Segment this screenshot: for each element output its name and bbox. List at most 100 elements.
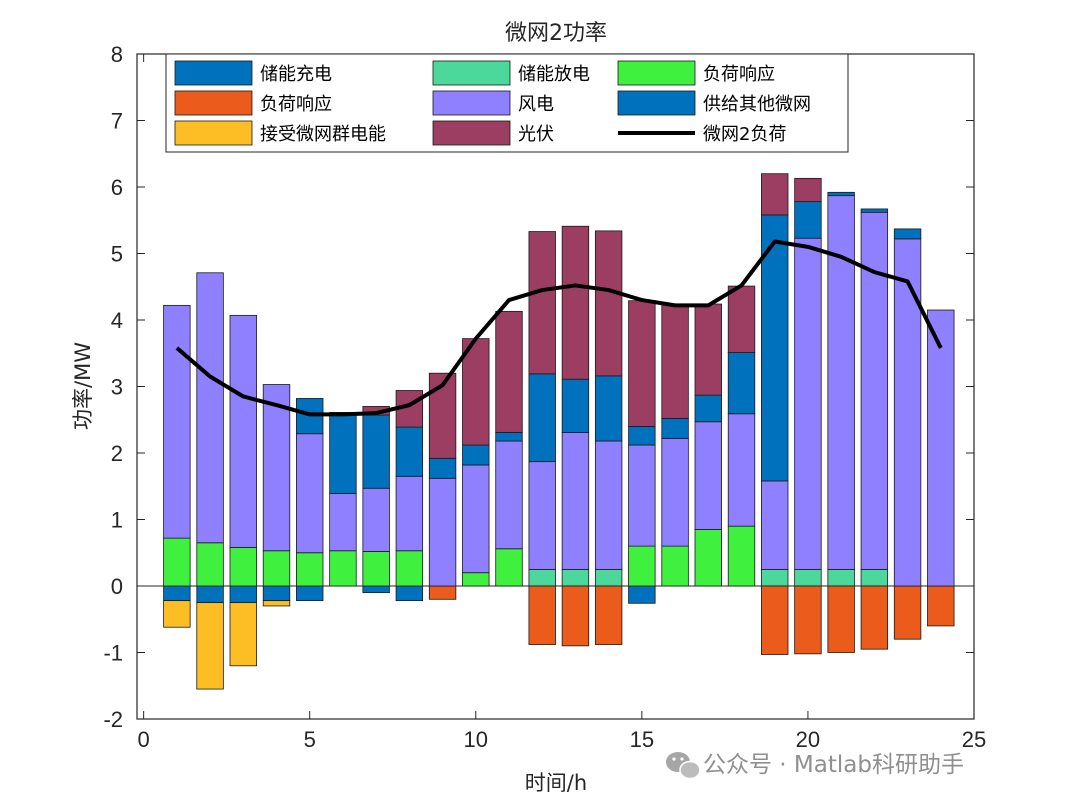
wechat-icon bbox=[666, 752, 701, 780]
bar-segment-s2-x11 bbox=[495, 548, 523, 587]
bar-segment-s7-x12 bbox=[528, 231, 556, 375]
bar-segment-s4-x24 bbox=[927, 309, 955, 587]
bar-segment-s1-x13 bbox=[561, 568, 590, 587]
bar-segment-s5-x8 bbox=[395, 426, 424, 477]
bar-segment-s4-x20 bbox=[794, 237, 822, 570]
bar-segment-s4-x14 bbox=[594, 440, 623, 570]
bar-segment-s4-x2 bbox=[196, 272, 224, 544]
bar-segment-s7-x13 bbox=[561, 225, 590, 380]
bar-segment-s1-x20 bbox=[794, 568, 822, 587]
bar-segment-s2-x17 bbox=[694, 529, 722, 587]
bar-segment-s7-x15 bbox=[628, 300, 656, 427]
load-line bbox=[175, 239, 943, 417]
bar-segment-s4-x21 bbox=[827, 195, 855, 570]
bar-segment-s2-x3 bbox=[229, 547, 257, 587]
legend-swatch bbox=[432, 90, 511, 116]
legend-label: 风电 bbox=[518, 94, 554, 115]
bar-segment-s1-x19 bbox=[761, 568, 789, 587]
legend-label: 微网2负荷 bbox=[703, 124, 786, 145]
bar-segment-s7-x19 bbox=[761, 173, 789, 216]
legend-swatch bbox=[432, 60, 511, 86]
legend-label: 储能充电 bbox=[260, 64, 332, 85]
bar-segment-s4-x19 bbox=[761, 480, 789, 570]
bar-segment-s2-x7 bbox=[362, 551, 390, 587]
y-tick-label: 8 bbox=[111, 42, 123, 67]
bar-segment-s4-x8 bbox=[395, 475, 424, 552]
bar-segment-s6-x3 bbox=[229, 602, 257, 667]
bar-segment-s6-x2 bbox=[196, 602, 224, 690]
bar-segment-s5-x20 bbox=[794, 201, 822, 239]
bar-segment-s5-x18 bbox=[727, 352, 756, 415]
bar-segment-s3-x9 bbox=[428, 585, 457, 600]
legend-label: 供给其他微网 bbox=[703, 94, 811, 115]
y-axis-label: 功率/MW bbox=[71, 342, 95, 430]
bar-segment-s0-x15 bbox=[628, 585, 656, 604]
legend-swatch bbox=[174, 120, 253, 146]
bar-segment-s3-x22 bbox=[860, 585, 889, 650]
bar-segment-s3-x14 bbox=[594, 585, 623, 645]
x-tick-label: 25 bbox=[962, 727, 986, 752]
bar-segment-s2-x1 bbox=[163, 537, 191, 587]
bar-segment-s2-x6 bbox=[329, 550, 357, 587]
bar-segment-s3-x23 bbox=[893, 585, 922, 640]
legend-label: 接受微网群电能 bbox=[260, 124, 386, 145]
ticks-layer: 0 5 10 15 20 25 -2 -1 0 1 2 3 4 5 6 7 8 bbox=[103, 42, 986, 752]
chart-title: 微网2功率 bbox=[505, 21, 607, 46]
bar-segment-s7-x16 bbox=[661, 303, 689, 419]
bar-segment-s4-x10 bbox=[462, 464, 490, 574]
legend-swatch bbox=[617, 60, 696, 86]
y-tick-label: 3 bbox=[111, 375, 123, 400]
bar-segment-s4-x4 bbox=[262, 384, 291, 552]
x-axis-label: 时间/h bbox=[525, 771, 587, 795]
bar-segment-s1-x12 bbox=[528, 568, 556, 587]
watermark: 公众号 · Matlab科研助手 bbox=[666, 752, 964, 780]
bar-segment-s2-x18 bbox=[727, 525, 756, 587]
bar-segment-s5-x15 bbox=[628, 425, 656, 446]
bar-segment-s2-x8 bbox=[395, 550, 424, 587]
bar-segment-s5-x9 bbox=[428, 457, 457, 479]
bar-segment-s7-x11 bbox=[495, 310, 523, 433]
legend-swatch bbox=[432, 120, 511, 146]
bar-segment-s4-x15 bbox=[628, 444, 656, 547]
bar-segment-s0-x8 bbox=[395, 585, 424, 602]
y-tick-label: 5 bbox=[111, 242, 123, 267]
bar-segment-s4-x7 bbox=[362, 487, 390, 552]
bar-segment-s3-x24 bbox=[927, 585, 955, 627]
bar-segment-s3-x19 bbox=[761, 585, 789, 655]
legend-swatch bbox=[617, 90, 696, 116]
bar-segment-s4-x3 bbox=[229, 314, 257, 548]
bar-segment-s5-x13 bbox=[561, 378, 590, 433]
bar-segment-s4-x17 bbox=[694, 421, 722, 530]
bar-segment-s3-x13 bbox=[561, 585, 590, 647]
bar-segment-s2-x10 bbox=[462, 572, 490, 587]
y-tick-label: 6 bbox=[111, 175, 123, 200]
bar-segment-s5-x17 bbox=[694, 394, 722, 423]
bar-segment-s0-x7 bbox=[362, 585, 390, 594]
legend-label: 负荷响应 bbox=[703, 64, 775, 85]
x-tick-label: 15 bbox=[630, 727, 654, 752]
x-tick-label: 20 bbox=[796, 727, 820, 752]
bar-segment-s4-x6 bbox=[329, 493, 357, 552]
x-tick-label: 0 bbox=[138, 727, 150, 752]
legend-label: 光伏 bbox=[518, 124, 554, 145]
bar-segment-s5-x7 bbox=[362, 414, 390, 489]
bar-segment-s2-x16 bbox=[661, 545, 689, 587]
legend-label: 负荷响应 bbox=[260, 94, 332, 115]
y-tick-label: 4 bbox=[111, 308, 123, 333]
bar-segment-s5-x12 bbox=[528, 373, 556, 463]
bar-segment-s5-x6 bbox=[329, 412, 357, 494]
bar-segment-s0-x4 bbox=[262, 585, 291, 602]
bar-segment-s5-x10 bbox=[462, 444, 490, 466]
y-tick-label: -2 bbox=[103, 707, 123, 732]
bar-segment-s2-x2 bbox=[196, 542, 224, 587]
bar-segment-s4-x11 bbox=[495, 440, 523, 550]
bar-segment-s5-x19 bbox=[761, 214, 789, 482]
bar-segment-s4-x18 bbox=[727, 413, 756, 527]
bar-segment-s3-x12 bbox=[528, 585, 556, 645]
y-tick-label: 2 bbox=[111, 441, 123, 466]
bar-segment-s1-x22 bbox=[860, 568, 889, 587]
bar-segment-s2-x5 bbox=[296, 552, 324, 587]
bar-segment-s7-x17 bbox=[694, 303, 722, 396]
x-tick-label: 5 bbox=[304, 727, 316, 752]
